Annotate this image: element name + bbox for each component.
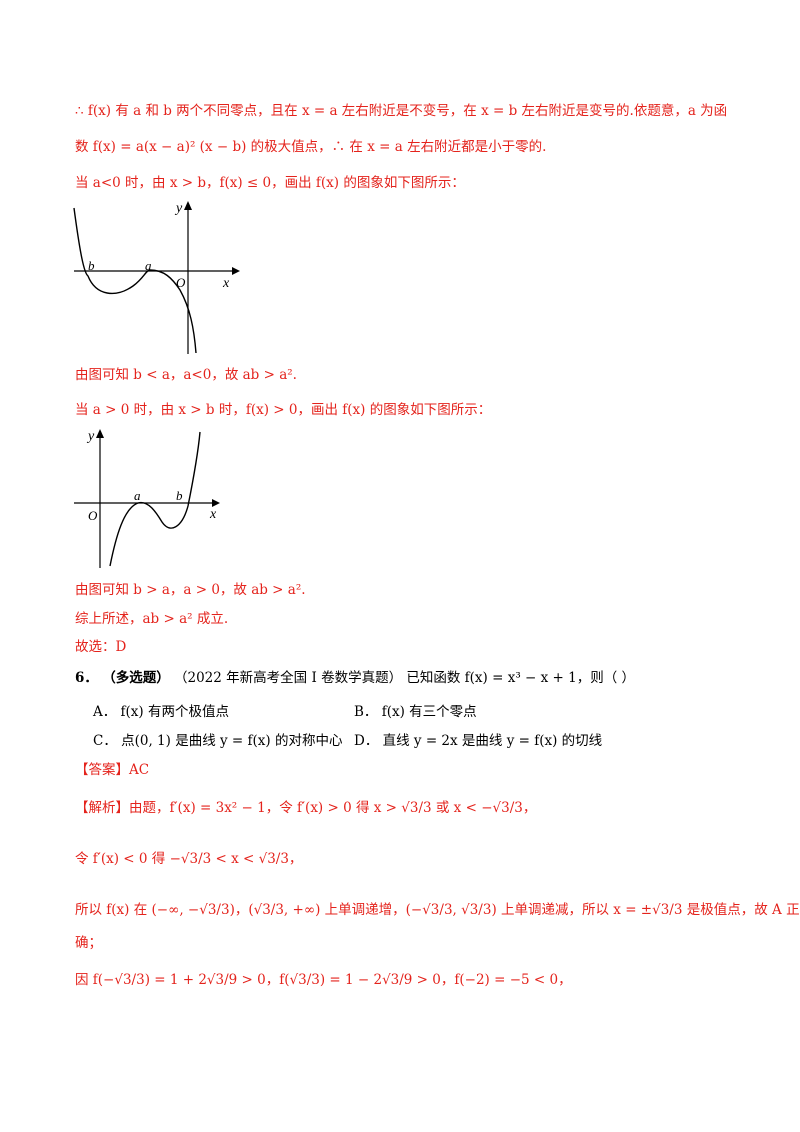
graph1-x-label: x (222, 276, 230, 291)
graph2-b-label: b (176, 488, 183, 503)
option-d: D． 直线 y = 2x 是曲线 y = f(x) 的切线 (354, 733, 603, 749)
question-source: （2022 年新高考全国 I 卷数学真题） (174, 670, 403, 686)
graph2-x-label: x (209, 507, 217, 522)
analysis-line-5: 因 f(−√3/3) = 1 + 2√3/9 > 0，f(√3/3) = 1 −… (75, 972, 572, 988)
graph2-a-label: a (134, 488, 141, 503)
solution-line-2: 数 f(x) = a(x − a)² (x − b) 的极大值点，∴ 在 x =… (75, 139, 547, 155)
analysis-line-4: 确； (75, 935, 102, 951)
analysis-line-3: 所以 f(x) 在 (−∞, −√3/3)，(√3/3, +∞) 上单调递增，(… (75, 902, 800, 918)
solution-line-1: ∴ f(x) 有 a 和 b 两个不同零点，且在 x = a 左右附近是不变号，… (75, 103, 728, 119)
graph-a-negative: y x O b a (73, 201, 240, 354)
solution-line-5: 当 a > 0 时，由 x > b 时，f(x) > 0，画出 f(x) 的图象… (75, 402, 492, 418)
solution-line-7: 综上所述，ab > a² 成立. (75, 611, 229, 627)
option-a: A． f(x) 有两个极值点 (93, 704, 229, 720)
question-number: 6． (75, 670, 98, 686)
question-stem: 已知函数 f(x) = x³ − x + 1，则（ ） (406, 670, 636, 686)
graph1-b-label: b (88, 258, 95, 273)
graph2-origin-label: O (88, 508, 98, 523)
answer-line: 【答案】AC (75, 762, 150, 778)
question-6-header: 6． （多选题） （2022 年新高考全国 I 卷数学真题） 已知函数 f(x)… (75, 668, 635, 688)
analysis-line-2: 令 f′(x) < 0 得 −√3/3 < x < √3/3， (75, 851, 303, 867)
graph1-y-label: y (174, 201, 183, 216)
solution-line-4: 由图可知 b < a，a<0，故 ab > a². (75, 367, 297, 383)
option-b: B． f(x) 有三个零点 (354, 704, 477, 720)
graph2-y-label: y (86, 429, 95, 444)
question-tag: （多选题） (102, 670, 170, 686)
graph1-origin-label: O (176, 275, 186, 290)
solution-line-3: 当 a<0 时，由 x > b，f(x) ≤ 0，画出 f(x) 的图象如下图所… (75, 175, 465, 191)
graph1-a-label: a (145, 258, 152, 273)
solution-line-8: 故选：D (75, 639, 127, 655)
solution-line-6: 由图可知 b > a，a > 0，故 ab > a². (75, 582, 306, 598)
option-c: C． 点(0, 1) 是曲线 y = f(x) 的对称中心 (93, 733, 343, 749)
analysis-line-1: 【解析】由题，f′(x) = 3x² − 1，令 f′(x) > 0 得 x >… (75, 800, 537, 816)
graph-a-positive: y x O a b (74, 429, 220, 568)
